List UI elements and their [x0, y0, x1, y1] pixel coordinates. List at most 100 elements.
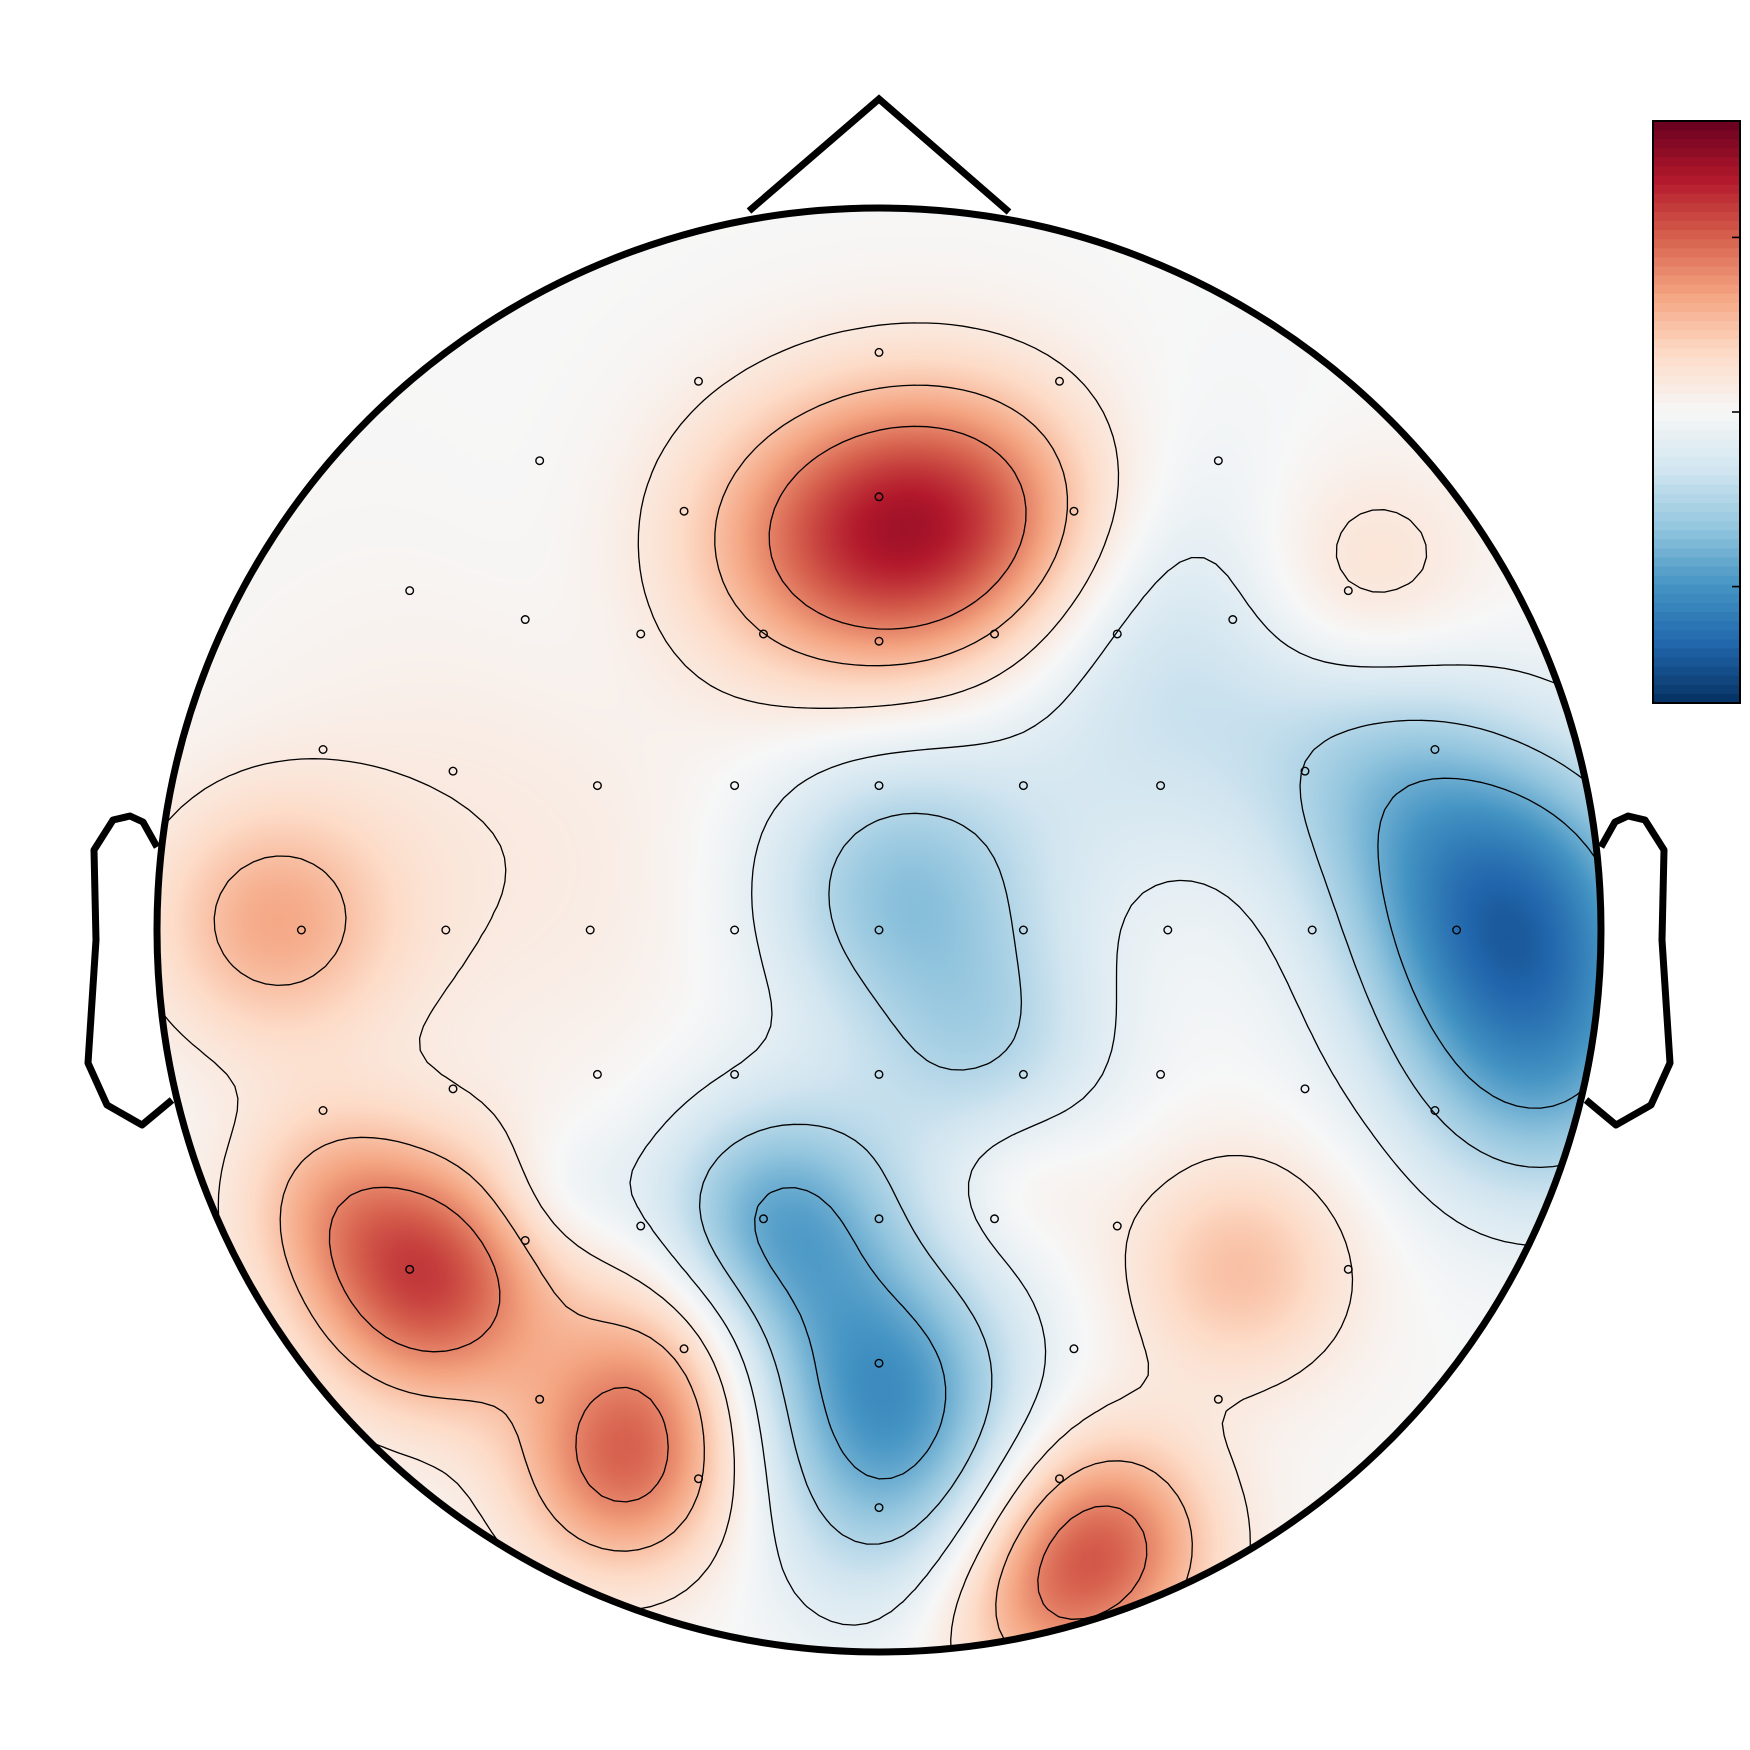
colorbar-swatch [1653, 302, 1740, 313]
colorbar-swatch [1653, 412, 1740, 422]
colorbar-swatch [1653, 266, 1740, 277]
sensor-marker [1430, 745, 1440, 755]
sensor-marker [1213, 456, 1223, 466]
colorbar-swatch [1653, 675, 1740, 686]
colorbar-swatch [1653, 421, 1740, 431]
right-ear-outline [1583, 812, 1674, 1129]
colorbar-swatch [1653, 402, 1740, 413]
contour-level-2 [629, 556, 1601, 1626]
colorbar-swatch [1653, 621, 1740, 631]
sensor-marker [592, 781, 602, 791]
sensor-marker [1452, 925, 1462, 935]
colorbar-swatch [1653, 502, 1740, 513]
colorbar-swatch [1653, 157, 1740, 168]
sensor-marker [694, 1474, 704, 1484]
colorbar-swatch [1653, 221, 1740, 231]
colorbar-swatch [1653, 521, 1740, 531]
sensor-marker [874, 1358, 884, 1368]
sensor-marker [1018, 925, 1028, 935]
colorbar-swatch [1653, 348, 1740, 359]
colorbar-swatch [1653, 466, 1740, 477]
sensor-marker [1163, 925, 1173, 935]
head-circle [153, 204, 1605, 1656]
sensor-marker [318, 1105, 328, 1115]
colorbar-swatch [1653, 430, 1740, 440]
colorbar-swatch [1653, 284, 1740, 295]
sensor-marker [1018, 781, 1028, 791]
colorbar-swatch [1653, 639, 1740, 650]
colorbar-swatch [1653, 557, 1740, 568]
sensor-marker [1228, 615, 1238, 625]
sensor-marker [1300, 766, 1310, 776]
heatmap-image [157, 208, 1601, 1652]
sensor-marker [1112, 629, 1122, 639]
colorbar-swatch [1653, 211, 1740, 222]
colorbar-swatch [1653, 393, 1740, 404]
colorbar-swatch [1653, 475, 1740, 486]
colorbar-swatch [1653, 448, 1740, 459]
colorbar-swatch [1653, 175, 1740, 186]
sensor-marker [318, 745, 328, 755]
sensor-marker [874, 781, 884, 791]
sensor-marker [535, 1394, 545, 1404]
sensor-marker [990, 629, 1000, 639]
sensor-marker [448, 1084, 458, 1094]
sensor-marker [1156, 1069, 1166, 1079]
colorbar-swatch [1653, 293, 1740, 304]
contour-level-4 [213, 384, 1193, 1652]
sensor-marker [874, 492, 884, 502]
colorbar-swatch [1653, 612, 1740, 622]
nose-outline [746, 94, 1012, 215]
left-ear-outline [84, 812, 175, 1129]
colorbar-swatch [1653, 484, 1740, 495]
colorbar-swatch [1653, 693, 1740, 704]
colorbar-swatch [1653, 193, 1740, 204]
colorbar-swatch [1653, 493, 1740, 504]
colorbar-swatch [1653, 239, 1740, 249]
sensor-marker [874, 636, 884, 646]
colorbar-swatch [1653, 148, 1740, 158]
sensor-marker [1213, 1394, 1223, 1404]
sensor-marker [874, 1069, 884, 1079]
sensor-marker [520, 1235, 530, 1245]
colorbar-swatch [1653, 184, 1740, 195]
colorbar-swatch [1653, 311, 1740, 322]
sensor-marker [636, 1221, 646, 1231]
colorbar-swatch [1653, 530, 1740, 540]
colorbar-swatch [1653, 230, 1740, 240]
colorbar-swatch [1653, 202, 1740, 213]
colorbar-swatch [1653, 130, 1740, 140]
colorbar-swatch [1653, 602, 1740, 613]
sensor-marker [441, 925, 451, 935]
colorbar-swatch [1653, 566, 1740, 577]
colorbar-swatch [1653, 457, 1740, 468]
colorbar-swatch [1653, 548, 1740, 559]
sensor-marker [1343, 586, 1353, 596]
sensor-markers [296, 347, 1462, 1513]
sensor-marker [405, 1264, 415, 1274]
colorbar [1652, 120, 1741, 704]
colorbar-swatch [1653, 366, 1740, 377]
sensor-marker [874, 925, 884, 935]
sensor-marker [1054, 376, 1064, 386]
colorbar-swatch [1653, 248, 1740, 259]
sensor-marker [874, 347, 884, 357]
sensor-marker [1300, 1084, 1310, 1094]
colorbar-swatch [1653, 666, 1740, 677]
colorbar-swatch [1653, 648, 1740, 659]
colorbar-swatch [1653, 593, 1740, 604]
sensor-marker [679, 506, 689, 516]
colorbar-swatch [1653, 121, 1740, 131]
sensor-marker [1430, 1105, 1440, 1115]
sensor-marker [730, 925, 740, 935]
sensor-marker [758, 629, 768, 639]
sensor-marker [592, 1069, 602, 1079]
colorbar-swatch [1653, 439, 1740, 449]
sensor-marker [1156, 781, 1166, 791]
colorbar-swatch [1653, 139, 1740, 149]
sensor-marker [730, 781, 740, 791]
colorbar-swatch [1653, 321, 1740, 331]
sensor-marker [1069, 506, 1079, 516]
